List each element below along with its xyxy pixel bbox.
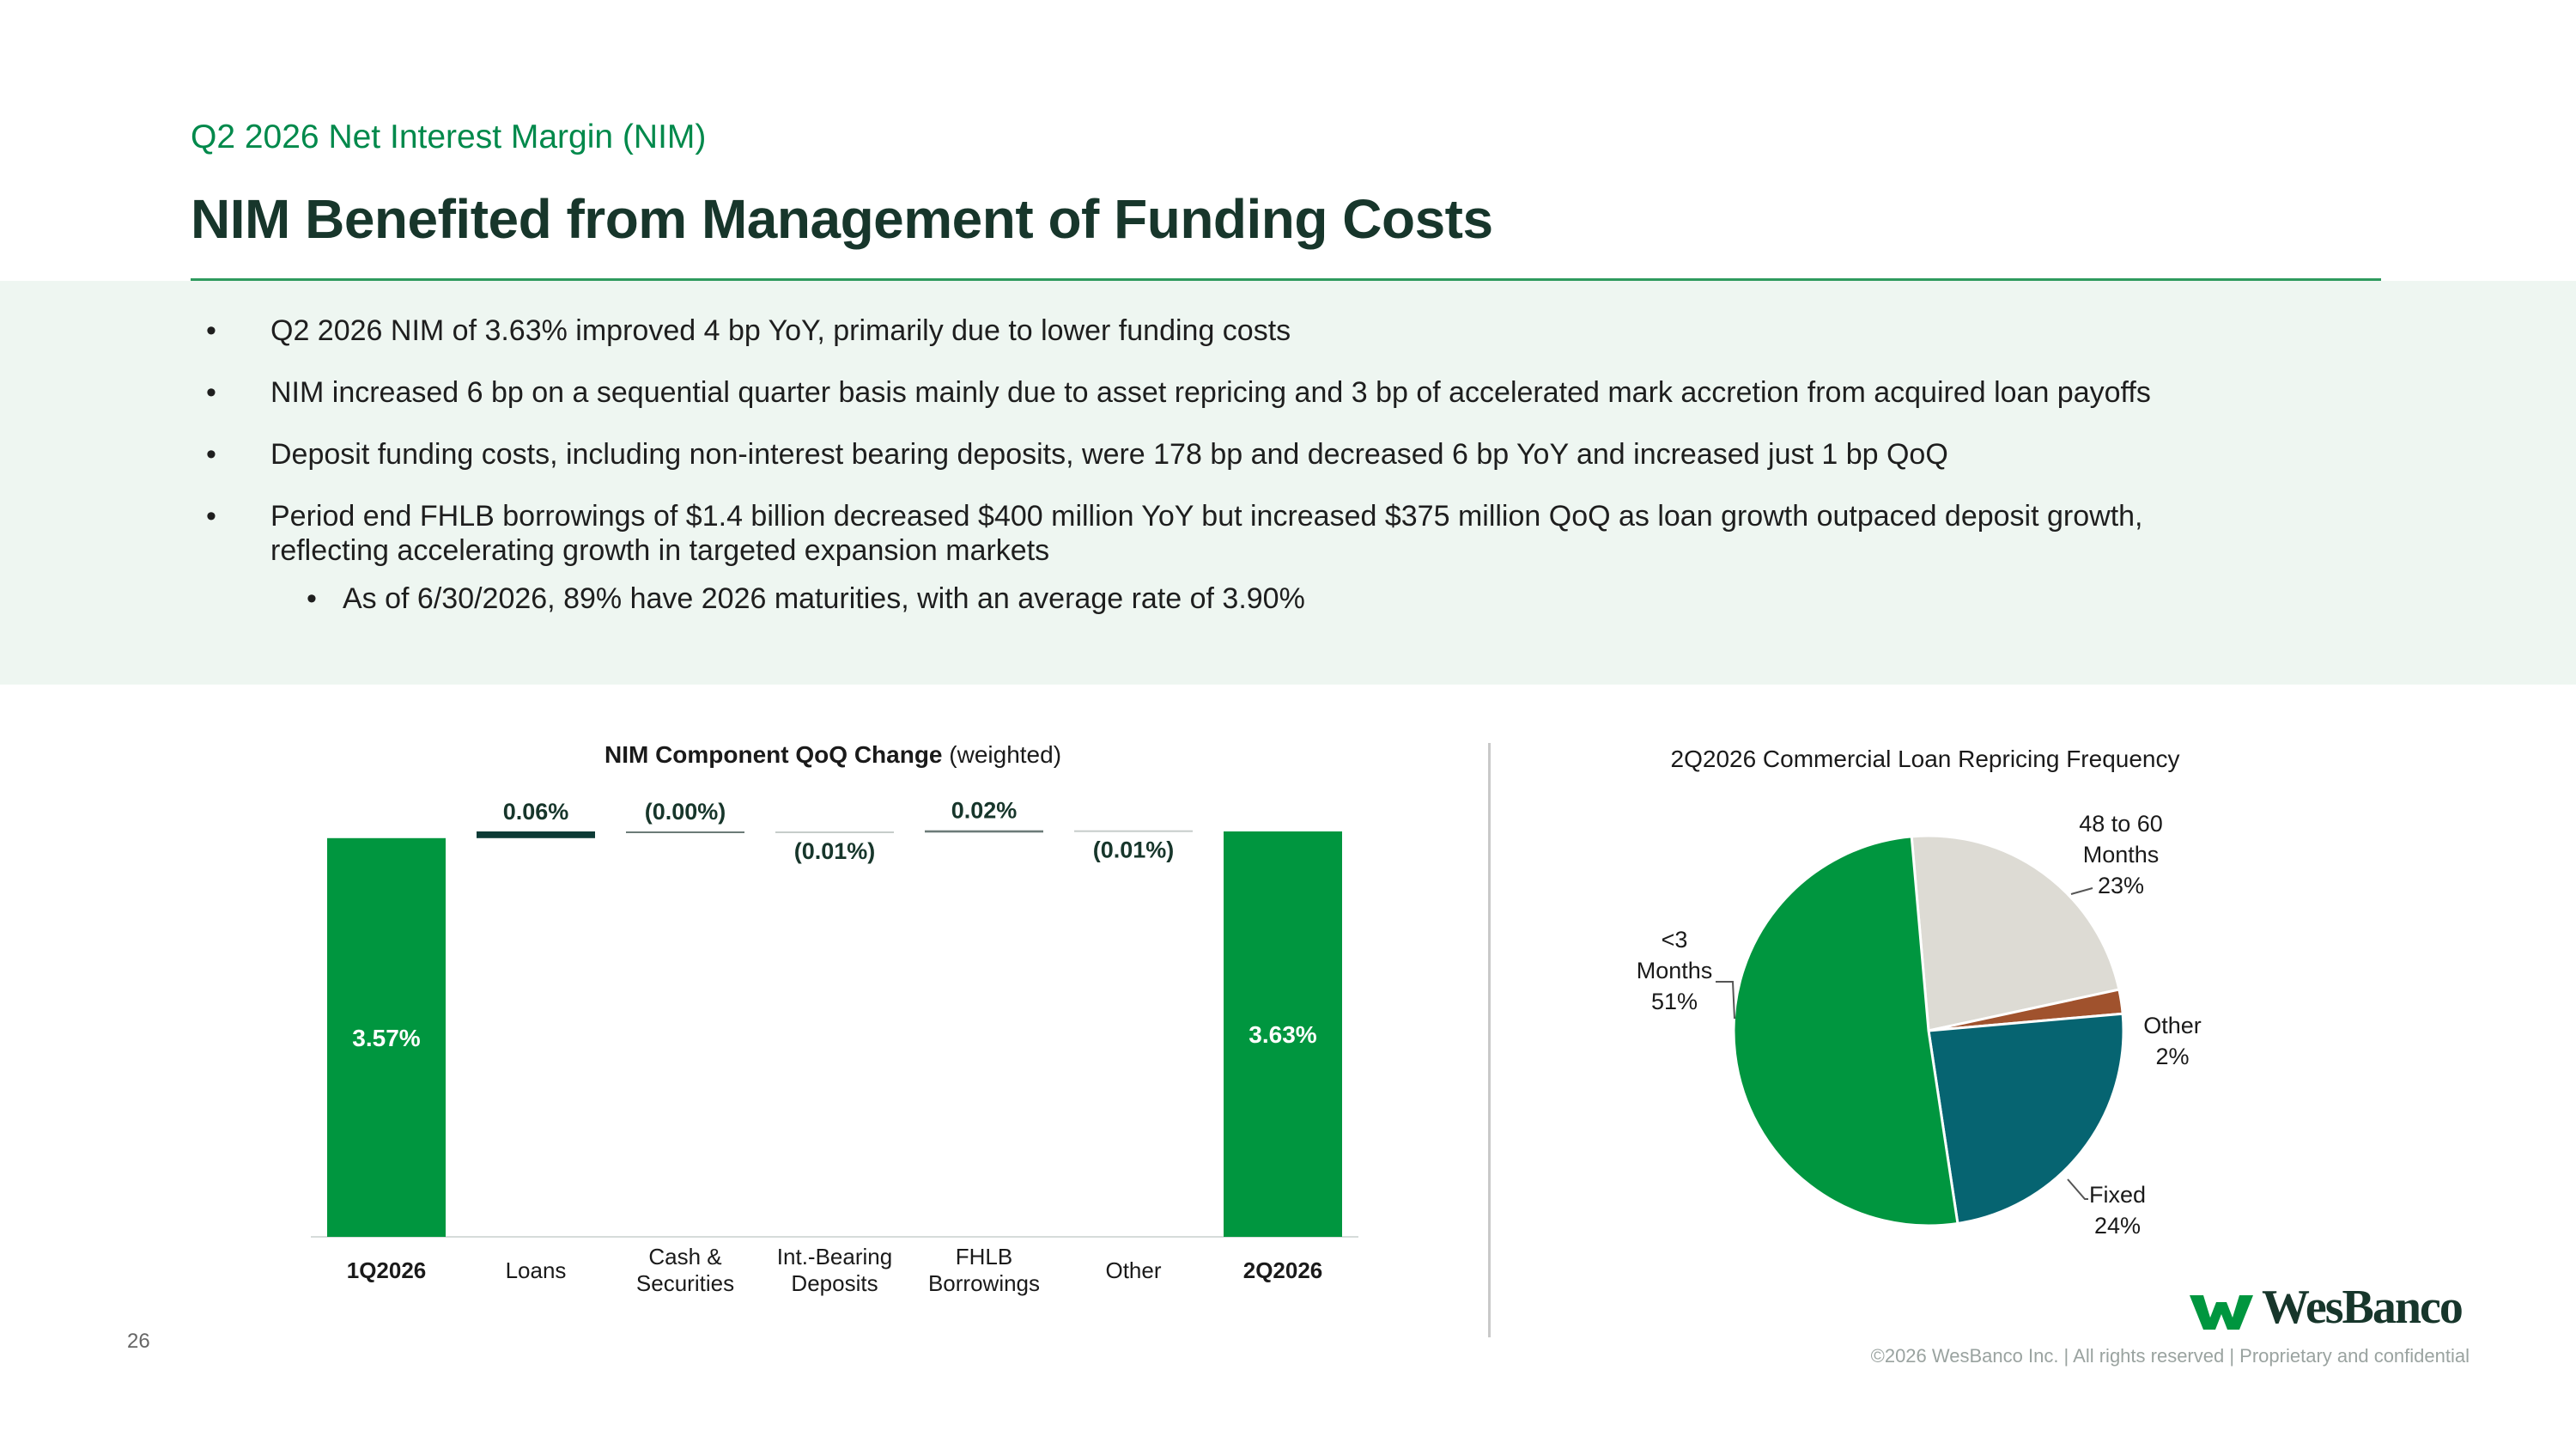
bar-value-label: 0.06% [503,799,569,825]
title-rule [191,278,2381,281]
pie-leader-line [2067,1178,2088,1200]
bullet-text: Q2 2026 NIM of 3.63% improved 4 bp YoY, … [270,314,1291,347]
pie-slice [1927,1012,2125,1226]
pie-slice [1732,835,1959,1227]
pie-label-line: 51% [1651,989,1698,1014]
x-tick-label-line: 1Q2026 [347,1257,427,1283]
bar-change [925,830,1043,833]
x-tick-label: Loans [506,1257,567,1283]
chart-title-main: NIM Component QoQ Change [605,741,949,768]
pie-label-line: <3 [1662,927,1688,953]
bullet-item-continuation: reflecting accelerating growth in target… [270,533,1049,568]
bar-value-label: 3.57% [352,1025,420,1051]
bar-value-label: 3.63% [1249,1021,1316,1048]
pie-label: <3 Months 51% [1637,927,1713,1014]
x-tick-label: FHLB Borrowings [928,1244,1040,1296]
bar-value-label: (0.00%) [645,799,726,825]
x-tick-label-line: Loans [506,1257,567,1283]
bar-change [775,831,894,833]
pie-label: Fixed 24% [2089,1182,2146,1239]
chart-title: NIM Component QoQ Change (weighted) [605,741,1061,768]
pie-label-line: 23% [2098,873,2144,898]
pie-chart: 2Q2026 Commercial Loan Repricing Frequen… [1637,746,2202,1239]
copyright-footer: ©2026 WesBanco Inc. | All rights reserve… [1870,1345,2470,1367]
x-tick-label: Cash & Securities [636,1244,734,1296]
x-tick-label-line: Cash & [648,1244,721,1269]
bar-total [1224,831,1342,1237]
x-tick-label: 1Q2026 [347,1257,427,1283]
pie-slice [1910,834,2121,1032]
bar-change [626,831,744,833]
x-tick-label-line: FHLB [956,1244,1012,1269]
pie-label: 48 to 60 Months 23% [2079,811,2163,898]
x-tick-label-line: Int.-Bearing [777,1244,892,1269]
x-tick-label-line: 2Q2026 [1243,1257,1323,1283]
bullet-item: • Q2 2026 NIM of 3.63% improved 4 bp YoY,… [206,314,1291,347]
bar-value-label: 0.02% [951,798,1018,824]
pie-label-line: Months [2083,842,2160,868]
pie-label-line: Other [2143,1013,2202,1038]
x-tick-label-line: Other [1105,1257,1161,1283]
pie-label-line: Months [1637,958,1713,983]
waterfall-chart: NIM Component QoQ Change (weighted) 3.57%… [311,741,1358,1296]
chart-title-suffix: (weighted) [949,741,1061,768]
pie-label-line: 24% [2094,1213,2141,1239]
x-tick-label: Int.-Bearing Deposits [777,1244,892,1296]
logo-mark-icon [2190,1295,2253,1330]
pie-label-line: Fixed [2089,1182,2146,1208]
bar-value-label: (0.01%) [794,838,876,864]
pie-leader-line [1716,981,1735,1020]
bar-change [1074,830,1193,832]
slide-title: NIM Benefited from Management of Funding… [191,188,1493,250]
x-tick-label-line: Securities [636,1270,734,1296]
bar-total [327,837,446,1237]
bullet-band: • Q2 2026 NIM of 3.63% improved 4 bp YoY,… [0,281,2576,685]
x-tick-label: 2Q2026 [1243,1257,1323,1283]
wesbanco-logo: WesBanco [2188,1281,2471,1335]
x-tick-label: Other [1105,1257,1161,1283]
page-number: 26 [127,1330,150,1353]
bullet-text: NIM increased 6 bp on a sequential quart… [270,376,2151,409]
slide-subtitle: Q2 2026 Net Interest Margin (NIM) [191,119,707,155]
chart-divider [1488,743,1491,1337]
pie-leader-line [2070,887,2093,895]
bar-change [477,831,595,838]
bar-value-label: (0.01%) [1093,837,1175,863]
bullet-text: Deposit funding costs, including non-int… [270,438,1948,471]
bullet-text: reflecting accelerating growth in target… [270,534,1050,567]
pie-title: 2Q2026 Commercial Loan Repricing Frequen… [1671,746,2180,772]
bullet-list: • Q2 2026 NIM of 3.63% improved 4 bp YoY,… [0,281,2576,685]
bullet-text: Period end FHLB borrowings of $1.4 billi… [270,500,2143,533]
pie-label: Other 2% [2143,1013,2202,1069]
sub-bullet-text: As of 6/30/2026, 89% have 2026 maturitie… [343,582,1305,615]
bullet-item: • Period end FHLB borrowings of $1.4 bill… [206,500,2143,533]
logo-text: WesBanco [2262,1281,2464,1334]
bullet-item: • Deposit funding costs, including non-in… [206,438,1948,471]
bullet-item: • NIM increased 6 bp on a sequential quar… [206,376,2151,409]
pie-label-line: 2% [2155,1044,2189,1069]
pie-label-line: 48 to 60 [2079,811,2163,837]
x-tick-label-line: Deposits [791,1270,878,1296]
x-tick-label-line: Borrowings [928,1270,1040,1296]
sub-bullet-item: • As of 6/30/2026, 89% have 2026 maturiti… [307,582,1305,615]
